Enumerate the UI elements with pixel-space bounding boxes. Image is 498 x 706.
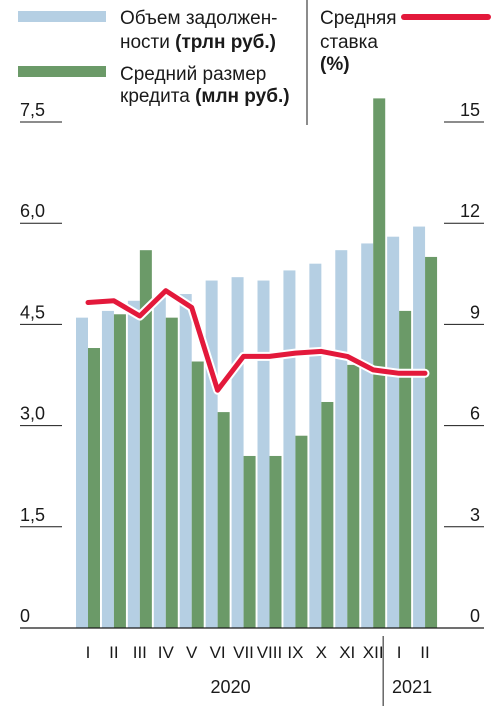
left-tick-label: 7,5 bbox=[20, 100, 45, 120]
left-tick-label: 6,0 bbox=[20, 201, 45, 221]
bar-debt bbox=[153, 297, 166, 628]
left-tick-label: 3,0 bbox=[20, 404, 45, 424]
bar-loan bbox=[88, 348, 100, 628]
right-tick-label: 12 bbox=[460, 201, 480, 221]
rate-series-line bbox=[85, 288, 428, 393]
year-label: 2020 bbox=[211, 677, 251, 697]
legend-swatch-loan bbox=[18, 66, 106, 77]
legend-rate-line1: Средняя bbox=[320, 8, 397, 29]
right-tick-label: 0 bbox=[470, 606, 480, 626]
category-label: IV bbox=[158, 643, 175, 662]
bar-debt bbox=[335, 250, 348, 629]
legend-rate-line3: (%) bbox=[320, 54, 350, 75]
bar-loan bbox=[139, 250, 152, 629]
bar-loan bbox=[347, 364, 360, 628]
category-label: II bbox=[109, 643, 118, 662]
bar-loan bbox=[113, 314, 126, 628]
right-tick-label: 15 bbox=[460, 100, 480, 120]
bar-debt bbox=[387, 236, 400, 628]
bar-loan bbox=[191, 361, 204, 628]
bar-debt bbox=[231, 277, 244, 628]
legend-rate-line2: ставка bbox=[320, 32, 378, 53]
bar-loan bbox=[373, 98, 386, 629]
right-tick-label: 3 bbox=[470, 505, 480, 525]
bar-loan bbox=[399, 310, 412, 628]
bar-loan bbox=[269, 455, 282, 628]
bar-debt bbox=[127, 300, 140, 628]
legend-debt-line2: ности (трлн руб.) bbox=[120, 32, 276, 53]
bar-debt bbox=[361, 243, 374, 628]
legend-swatch-debt bbox=[18, 11, 106, 22]
right-tick-label: 9 bbox=[470, 302, 480, 322]
category-label: X bbox=[316, 643, 327, 662]
category-label: IX bbox=[287, 643, 303, 662]
category-label: I bbox=[397, 643, 402, 662]
category-label: VII bbox=[233, 643, 254, 662]
bar-debt bbox=[413, 226, 426, 628]
bar-loan bbox=[321, 401, 334, 628]
rate-line bbox=[83, 286, 430, 395]
legend-loan-unit: (млн руб.) bbox=[195, 86, 289, 107]
right-tick-label: 6 bbox=[470, 404, 480, 424]
category-label: VI bbox=[210, 643, 226, 662]
bars bbox=[76, 98, 438, 629]
legend-debt-unit: (трлн руб.) bbox=[175, 32, 276, 53]
bar-debt bbox=[179, 294, 192, 628]
category-label: I bbox=[86, 643, 91, 662]
bar-debt bbox=[205, 280, 218, 628]
legend-loan-line1: Средний размер bbox=[120, 64, 266, 85]
legend-debt-line2a: ности bbox=[120, 32, 175, 53]
left-tick-label: 4,5 bbox=[20, 302, 45, 322]
bar-loan bbox=[295, 435, 308, 628]
left-tick-label: 0 bbox=[20, 606, 30, 626]
gridlines bbox=[20, 121, 484, 528]
bar-debt bbox=[76, 317, 88, 628]
category-label: XII bbox=[363, 643, 384, 662]
bar-debt bbox=[101, 310, 114, 628]
bar-debt bbox=[257, 280, 270, 628]
bar-debt bbox=[283, 270, 296, 628]
bar-loan bbox=[425, 256, 438, 628]
bar-loan bbox=[217, 412, 230, 628]
legend-debt-line1: Объем задолжен- bbox=[120, 8, 278, 29]
category-label: V bbox=[186, 643, 198, 662]
bar-debt bbox=[309, 263, 322, 628]
category-label: III bbox=[133, 643, 147, 662]
legend-loan-line2a: кредита bbox=[120, 86, 195, 107]
category-label: II bbox=[420, 643, 429, 662]
bar-loan bbox=[243, 455, 256, 628]
category-label: VIII bbox=[257, 643, 283, 662]
legend-loan-line2: кредита (млн руб.) bbox=[120, 86, 290, 107]
left-tick-label: 1,5 bbox=[20, 505, 45, 525]
legend: Объем задолжен- ности (трлн руб.) Средни… bbox=[18, 0, 491, 125]
bar-loan bbox=[165, 317, 178, 628]
category-label: XI bbox=[339, 643, 355, 662]
year-label: 2021 bbox=[392, 677, 432, 697]
